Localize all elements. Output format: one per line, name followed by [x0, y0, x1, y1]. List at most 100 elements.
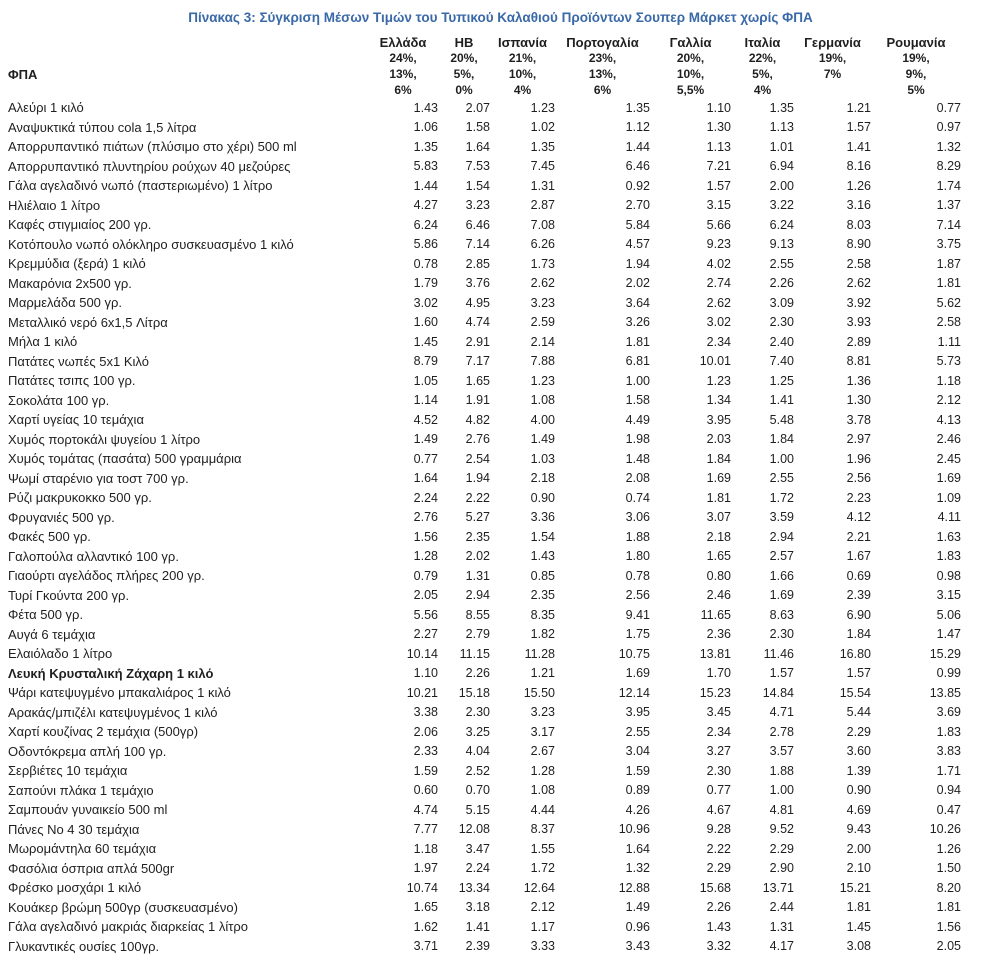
table-row: Ψωμί σταρένιο για τοστ 700 γρ. 1.64 1.94 2.… — [8, 469, 961, 489]
price-cell: 2.30 — [465, 705, 490, 720]
price-cell: 6.46 — [625, 159, 650, 174]
price-cell: 2.76 — [465, 432, 490, 447]
price-cell: 2.39 — [846, 588, 871, 603]
price-cell: 3.76 — [465, 276, 490, 291]
price-cell: 2.40 — [769, 334, 794, 349]
table-row: Απορρυπαντικό πιάτων (πλύσιμο στο χέρι) … — [8, 137, 961, 157]
price-cell: 3.17 — [530, 724, 555, 739]
price-cell: 8.37 — [530, 822, 555, 837]
price-cell: 9.41 — [625, 607, 650, 622]
price-cell: 2.91 — [465, 334, 490, 349]
vat-rate-line: 13%, — [588, 67, 617, 81]
price-cell: 4.95 — [465, 295, 490, 310]
price-cell: 4.04 — [465, 744, 490, 759]
product-name-cell: Πατάτες τσιπς 100 γρ. — [8, 373, 136, 389]
price-cell: 8.55 — [465, 607, 490, 622]
price-cell: 1.41 — [846, 139, 871, 154]
price-cell: 1.02 — [530, 120, 555, 135]
price-cell: 7.45 — [530, 159, 555, 174]
price-cell: 2.56 — [846, 471, 871, 486]
price-cell: 0.78 — [625, 568, 650, 583]
price-cell: 3.02 — [706, 315, 731, 330]
table-row: Σερβιέτες 10 τεμάχια 1.59 2.52 1.28 1.59 2.30… — [8, 761, 961, 781]
price-cell: 4.67 — [706, 802, 731, 817]
price-cell: 1.81 — [706, 490, 731, 505]
table-row: Ηλιέλαιο 1 λίτρο 4.27 3.23 2.87 2.70 3.15 3.22… — [8, 196, 961, 216]
price-cell: 1.10 — [413, 666, 438, 681]
price-cell: 2.94 — [769, 529, 794, 544]
price-cell: 1.59 — [625, 763, 650, 778]
vat-rates-cell: 20%, 5%, 0% — [438, 50, 490, 98]
product-name-cell: Οδοντόκρεμα απλή 100 γρ. — [8, 743, 167, 759]
product-name-cell: Ηλιέλαιο 1 λίτρο — [8, 197, 101, 213]
price-cell: 3.09 — [769, 295, 794, 310]
price-cell: 12.88 — [618, 880, 650, 895]
price-cell: 1.69 — [706, 471, 731, 486]
price-cell: 2.34 — [706, 724, 731, 739]
table-row: Αρακάς/μπιζέλι κατεψυγμένος 1 κιλό 3.38 2.… — [8, 703, 961, 723]
price-cell: 1.56 — [413, 529, 438, 544]
price-cell: 3.16 — [846, 198, 871, 213]
price-cell: 2.46 — [706, 588, 731, 603]
price-cell: 1.26 — [846, 178, 871, 193]
price-cell: 1.23 — [530, 100, 555, 115]
vat-rate-line: 5% — [907, 83, 925, 97]
price-cell: 9.13 — [769, 237, 794, 252]
price-cell: 4.52 — [413, 412, 438, 427]
price-cell: 2.12 — [936, 393, 961, 408]
country-header-row: Ελλάδα ΗΒ Ισπανία Πορτογαλία Γαλλία Ιταλία Γερ… — [8, 32, 961, 50]
price-cell: 1.67 — [846, 549, 871, 564]
price-cell: 0.77 — [413, 451, 438, 466]
price-cell: 1.49 — [530, 432, 555, 447]
price-cell: 1.72 — [769, 490, 794, 505]
product-name-cell: Μωρομάντηλα 60 τεμάχια — [8, 841, 157, 857]
table-row: Φρέσκο μοσχάρι 1 κιλό 10.74 13.34 12.64 12.8… — [8, 878, 961, 898]
product-name-cell: Φρέσκο μοσχάρι 1 κιλό — [8, 880, 142, 896]
price-cell: 1.57 — [846, 666, 871, 681]
price-cell: 10.96 — [618, 822, 650, 837]
price-cell: 1.49 — [413, 432, 438, 447]
price-cell: 7.77 — [413, 822, 438, 837]
table-row: Γλυκαντικές ουσίες 100γρ. 3.71 2.39 3.33 3.4… — [8, 937, 961, 957]
price-cell: 1.48 — [625, 451, 650, 466]
product-name-cell: Ψωμί σταρένιο για τοστ 700 γρ. — [8, 470, 189, 486]
price-cell: 1.41 — [769, 393, 794, 408]
price-cell: 10.21 — [406, 685, 438, 700]
price-cell: 1.58 — [625, 393, 650, 408]
price-cell: 2.18 — [706, 529, 731, 544]
price-cell: 2.30 — [706, 763, 731, 778]
price-cell: 2.07 — [465, 100, 490, 115]
table-row: Γάλα αγελαδινό νωπό (παστεριωμένο) 1 λίτ… — [8, 176, 961, 196]
product-name-cell: Μήλα 1 κιλό — [8, 334, 78, 350]
country-header: Γερμανία — [804, 35, 861, 50]
product-name-cell: Γλυκαντικές ουσίες 100γρ. — [8, 938, 160, 954]
price-cell: 0.77 — [936, 100, 961, 115]
product-name-cell: Αλεύρι 1 κιλό — [8, 100, 84, 116]
price-cell: 1.80 — [625, 549, 650, 564]
price-cell: 1.13 — [769, 120, 794, 135]
price-cell: 0.90 — [846, 783, 871, 798]
price-cell: 2.02 — [465, 549, 490, 564]
price-cell: 4.71 — [769, 705, 794, 720]
price-cell: 0.79 — [413, 568, 438, 583]
price-cell: 3.25 — [465, 724, 490, 739]
price-cell: 2.52 — [465, 763, 490, 778]
price-cell: 0.77 — [706, 783, 731, 798]
price-cell: 2.18 — [530, 471, 555, 486]
vat-rate-line: 24%, — [389, 51, 417, 65]
price-cell: 1.84 — [846, 627, 871, 642]
table-row: Γαλοπούλα αλλαντικό 100 γρ. 1.28 2.02 1.43 1… — [8, 547, 961, 567]
price-cell: 1.64 — [465, 139, 490, 154]
price-cell: 1.00 — [625, 373, 650, 388]
price-cell: 1.28 — [413, 549, 438, 564]
price-cell: 2.14 — [530, 334, 555, 349]
price-cell: 1.66 — [769, 568, 794, 583]
price-cell: 2.46 — [936, 432, 961, 447]
price-cell: 0.78 — [413, 256, 438, 271]
price-cell: 15.23 — [699, 685, 731, 700]
price-cell: 8.90 — [846, 237, 871, 252]
price-cell: 3.45 — [706, 705, 731, 720]
price-cell: 8.81 — [846, 354, 871, 369]
table-header: Ελλάδα ΗΒ Ισπανία Πορτογαλία Γαλλία Ιταλία Γερ… — [8, 32, 961, 98]
table-row: Ελαιόλαδο 1 λίτρο 10.14 11.15 11.28 10.75 13.… — [8, 644, 961, 664]
